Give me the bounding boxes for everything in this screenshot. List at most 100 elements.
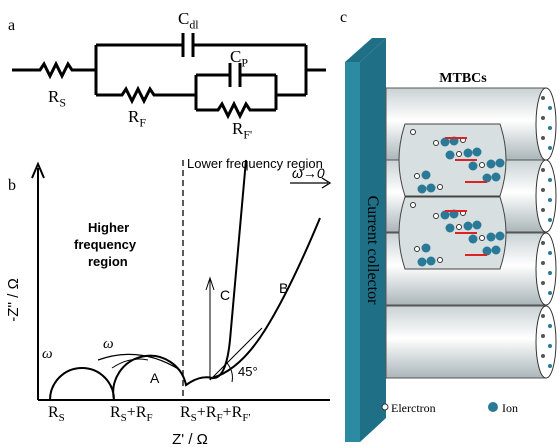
region-label: frequency (74, 237, 137, 252)
joiner: + (127, 404, 136, 421)
ion (427, 184, 436, 193)
capacitor-label-sub: P (241, 55, 248, 69)
ion (446, 224, 455, 233)
ion (469, 162, 478, 171)
term-sub: S (59, 412, 65, 424)
capacitor-label: Cdl (178, 9, 199, 31)
angle-label: 45° (238, 364, 258, 379)
ion (492, 246, 501, 255)
ion (427, 257, 436, 266)
pore-dot (548, 251, 552, 255)
electron (434, 141, 439, 146)
legend-entry: Elerctron (391, 401, 436, 415)
tube-end (536, 233, 556, 305)
pore-dot (541, 208, 545, 212)
pore-dot (541, 116, 545, 120)
region-label: Higher (88, 220, 129, 235)
pore-dot (541, 281, 545, 285)
electron-key (382, 404, 388, 410)
resistor-label-sub: F' (243, 127, 252, 141)
term-base: R (206, 404, 217, 421)
pore-dot (541, 96, 545, 100)
y-axis-title: -Z'' / Ω (5, 278, 22, 322)
pore-dot (548, 324, 552, 328)
resistor-label-sub: F (139, 115, 146, 129)
term-sub: F (147, 412, 153, 424)
x-point-label: RS+RF (110, 404, 153, 424)
pore-dot (548, 218, 552, 222)
omega-label: ω (42, 346, 53, 362)
resistor-label: RF' (232, 119, 252, 141)
legend-entry: Ion (502, 401, 518, 415)
curve-label: B (279, 280, 288, 296)
electron (415, 174, 420, 179)
ion (464, 222, 473, 231)
panel-label: b (8, 177, 16, 194)
resistor-label-base: R (128, 107, 140, 126)
electron (438, 185, 443, 190)
capacitor-label-base: C (178, 9, 189, 28)
illustration-title: MTBCs (439, 71, 487, 86)
ion (496, 232, 505, 241)
resistor-label-base: R (232, 119, 244, 138)
resistor-label: RS (48, 87, 66, 109)
ion (418, 258, 427, 267)
omega-limit: ω→0 (292, 165, 325, 181)
ion (496, 159, 505, 168)
ion (446, 151, 455, 160)
joiner: + (223, 404, 232, 421)
pore-dot (541, 136, 545, 140)
pore-dot (548, 364, 552, 368)
ion-key (488, 402, 498, 412)
pore-dot (541, 354, 545, 358)
pore-dot (548, 126, 552, 130)
electron (480, 236, 485, 241)
ion (469, 235, 478, 244)
pore-dot (548, 106, 552, 110)
ion (487, 160, 496, 169)
ion (418, 185, 427, 194)
x-axis-title: Z' / Ω (172, 431, 208, 447)
electron (480, 163, 485, 168)
pore-dot (548, 198, 552, 202)
electron (457, 152, 462, 157)
panel-label: a (8, 17, 15, 34)
pore-dot (548, 344, 552, 348)
ion (487, 233, 496, 242)
pore-dot (541, 168, 545, 172)
ion (492, 173, 501, 182)
resistor-label-sub: S (59, 95, 66, 109)
electron (415, 247, 420, 252)
pore-dot (548, 291, 552, 295)
capacitor-label: CP (230, 47, 248, 69)
electron (457, 225, 462, 230)
ion (473, 148, 482, 157)
tube-end (536, 160, 556, 232)
x-point-label: RS (48, 404, 65, 424)
pore-dot (548, 146, 552, 150)
tube-end (536, 88, 556, 160)
capacitor-label-base: C (230, 47, 241, 66)
resistor-label-base: R (48, 87, 60, 106)
omega-label: ω (103, 336, 114, 352)
collector-label: Current collector (364, 196, 381, 306)
pore-dot (541, 261, 545, 265)
joiner: + (197, 404, 206, 421)
panel-label: c (340, 9, 347, 26)
ion (422, 171, 431, 180)
term-base: R (48, 404, 59, 421)
pore-dot (548, 271, 552, 275)
term-base: R (180, 404, 191, 421)
electron (411, 130, 416, 135)
tube (386, 306, 546, 378)
region-label: region (88, 254, 128, 269)
capacitor-label-sub: dl (189, 17, 199, 31)
pore-dot (541, 241, 545, 245)
curve-label: C (220, 287, 230, 303)
electron (411, 203, 416, 208)
term-base: R (110, 404, 121, 421)
x-point-label: RS+RF+RF' (180, 404, 250, 424)
ion (422, 244, 431, 253)
resistor-label: RF (128, 107, 146, 129)
electron (438, 258, 443, 263)
